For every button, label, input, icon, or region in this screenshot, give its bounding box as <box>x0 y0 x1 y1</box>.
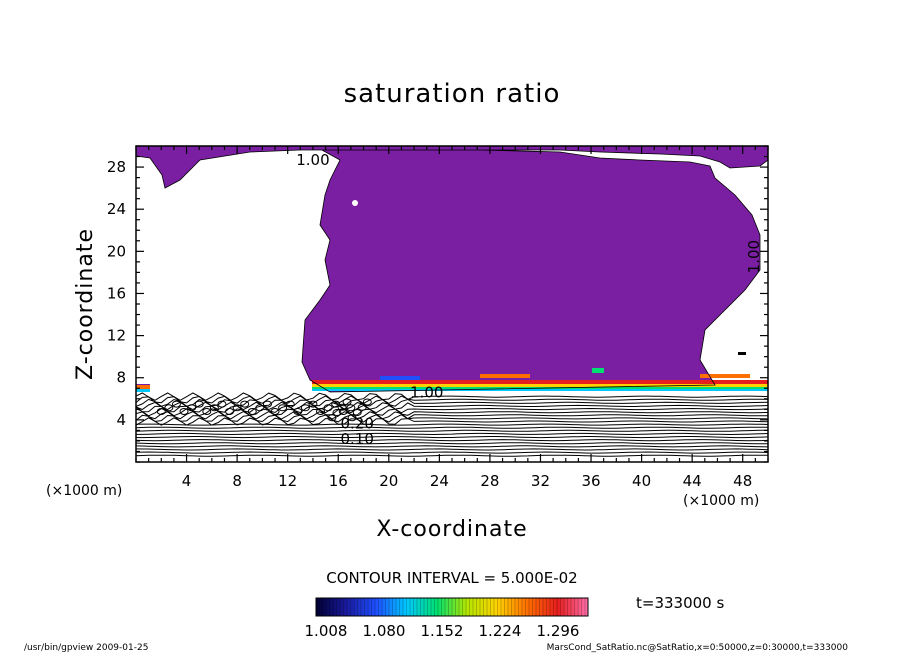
y-tick-label: 4 <box>116 411 126 429</box>
y-tick-label: 8 <box>116 369 126 387</box>
contour-line <box>136 442 768 445</box>
contour-loop <box>342 398 352 406</box>
x-unit-label-right: (×1000 m) <box>683 493 759 509</box>
contour-line <box>136 448 768 451</box>
x-tick-label: 36 <box>581 472 600 490</box>
contour-line <box>136 423 768 426</box>
contour-loop <box>202 407 212 415</box>
contour-loop <box>270 407 280 415</box>
contour-line <box>136 417 768 426</box>
x-tick-label: 16 <box>329 472 348 490</box>
contour-line <box>136 426 768 429</box>
contour-loop <box>362 398 372 406</box>
x-unit-label-left: (×1000 m) <box>46 483 122 499</box>
contour-line <box>136 451 768 454</box>
footer-right: MarsCond_SatRatio.nc@SatRatio,x=0:50000,… <box>547 643 849 653</box>
supersaturated-region <box>136 146 768 392</box>
x-tick-label: 20 <box>379 472 398 490</box>
contour-line <box>136 411 768 420</box>
contour-loop <box>247 407 257 415</box>
x-tick-label: 32 <box>531 472 550 490</box>
contour-line <box>136 445 768 448</box>
contour-loop <box>352 408 362 416</box>
x-tick-label: 48 <box>733 472 752 490</box>
contour-loop <box>337 403 347 411</box>
colorbar-tick-label: 1.080 <box>363 622 406 640</box>
contour-line <box>136 454 768 457</box>
contour-loop <box>164 404 174 412</box>
contour-line <box>136 439 768 442</box>
y-tick-label: 20 <box>107 242 126 260</box>
contour-label: 1.00 <box>410 384 443 402</box>
contour-label: 0.20 <box>340 414 373 432</box>
colorbar-tick-label: 1.224 <box>479 622 522 640</box>
x-tick-label: 40 <box>632 472 651 490</box>
x-axis-title: X-coordinate <box>376 517 527 542</box>
y-tick-label: 16 <box>107 284 126 302</box>
colorbar-tick-label: 1.152 <box>421 622 464 640</box>
contour-line <box>136 395 768 404</box>
contour-loop <box>194 400 204 408</box>
contour-loop <box>171 400 181 408</box>
contour-label: 1.00 <box>296 151 329 169</box>
y-tick-label: 28 <box>107 158 126 176</box>
time-label: t=333000 s <box>636 594 724 612</box>
x-tick-label: 8 <box>232 472 242 490</box>
y-axis-title: Z-coordinate <box>73 228 98 380</box>
contour-loop <box>332 408 342 416</box>
contour-label: 0.10 <box>340 430 373 448</box>
contour-loop <box>217 400 227 408</box>
contour-loop <box>327 414 337 422</box>
contour-loop <box>300 404 310 412</box>
x-tick-label: 4 <box>182 472 192 490</box>
contour-line <box>136 436 768 439</box>
contour-loop <box>308 400 318 408</box>
contour-line-1 <box>136 146 768 393</box>
contour-loop <box>255 404 265 412</box>
contour-loop <box>209 404 219 412</box>
contour-loop <box>323 404 333 412</box>
contour-loop <box>278 404 288 412</box>
contour-line <box>136 414 768 423</box>
colorbar-tick-label: 1.296 <box>537 622 580 640</box>
contour-loop <box>346 404 356 412</box>
contour-interval-label: CONTOUR INTERVAL = 5.000E-02 <box>326 569 577 587</box>
x-tick-label: 44 <box>683 472 702 490</box>
contour-loop <box>316 407 326 415</box>
y-tick-label: 12 <box>107 327 126 345</box>
contour-loop <box>232 404 242 412</box>
contour-loop <box>293 407 303 415</box>
plot-area <box>136 146 768 462</box>
chart-title: saturation ratio <box>344 79 561 109</box>
contour-line <box>136 429 768 432</box>
contour-line <box>136 408 768 417</box>
x-tick-label: 28 <box>480 472 499 490</box>
x-tick-label: 12 <box>278 472 297 490</box>
colorbar-tick-label: 1.008 <box>305 622 348 640</box>
contour-loop <box>357 403 367 411</box>
contour-loop <box>240 400 250 408</box>
contour-label: 1.00 <box>745 240 763 273</box>
contour-loop <box>156 407 166 415</box>
contour-loop <box>347 414 357 422</box>
contour-loop <box>187 404 197 412</box>
x-tick-label: 24 <box>430 472 449 490</box>
y-tick-label: 24 <box>107 200 126 218</box>
footer-left: /usr/bin/gpview 2009-01-25 <box>24 643 148 653</box>
contour-line <box>136 392 768 401</box>
contour-loop <box>179 407 189 415</box>
colorbar <box>315 597 589 617</box>
contour-loop <box>285 400 295 408</box>
contour-loop <box>338 407 348 415</box>
contour-line <box>136 432 768 436</box>
contour-lines <box>136 146 768 457</box>
contour-loop <box>262 400 272 408</box>
contour-loop <box>225 407 235 415</box>
